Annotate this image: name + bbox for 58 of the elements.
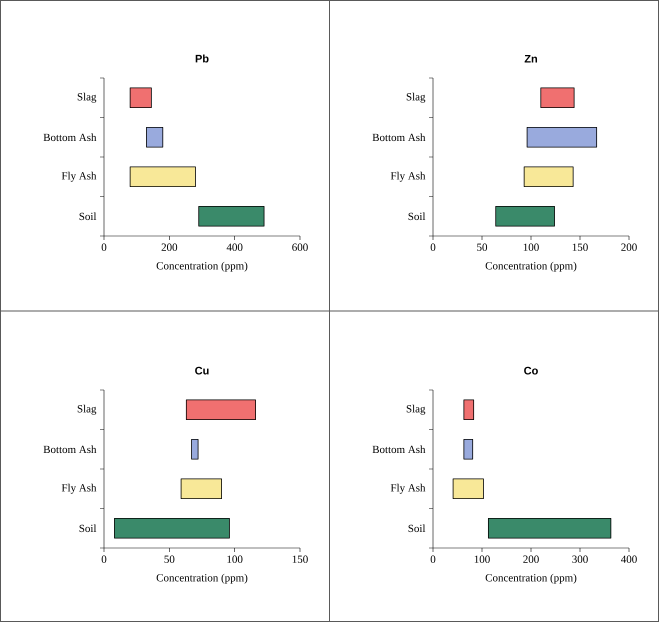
bar [198,206,264,227]
x-tick-label: 200 [523,556,539,563]
x-tick-label: 200 [162,244,178,251]
chart-title: Zn [524,54,538,62]
x-tick-label: 300 [572,556,588,563]
y-tick-label: Fly Ash [62,172,96,182]
y-tick-label: Slag [406,404,426,415]
bar [524,166,574,188]
bar [452,478,484,500]
bar [186,399,256,420]
x-axis-title: Concentration (ppm) [486,574,576,584]
x-tick-label: 50 [164,556,174,563]
bar [130,87,152,108]
chart-title: Pb [196,54,209,62]
x-tick-label: 50 [477,244,488,251]
y-tick-label: Soil [408,212,426,220]
x-tick-label: 100 [474,556,490,563]
chart-title: Co [524,366,538,375]
x-tick-label: 0 [102,244,106,251]
bar [180,478,222,500]
x-tick-label: 200 [621,244,637,251]
x-tick-label: 150 [572,244,588,251]
y-tick-label: Soil [408,524,426,532]
bar [488,518,612,539]
bar [540,87,575,108]
bar [526,126,598,148]
bar [463,399,474,420]
y-tick-label: Fly Ash [390,484,426,494]
x-tick-label: 0 [102,556,106,563]
x-tick-label: 600 [292,244,308,251]
x-tick-label: 100 [524,244,539,251]
chart-title: Cu [195,366,209,375]
bar [146,126,164,148]
x-tick-label: 0 [430,244,436,251]
bar [463,438,474,460]
x-axis-title: Concentration (ppm) [156,262,248,272]
bar [191,438,198,460]
x-tick-label: 400 [226,244,242,251]
x-tick-label: 400 [621,556,637,563]
y-tick-label: Fly Ash [62,484,96,494]
y-tick-label: Bottom Ash [372,133,426,142]
y-tick-label: Slag [78,404,96,415]
x-tick-label: 150 [292,556,308,563]
bar [114,518,230,539]
x-tick-label: 0 [430,556,436,563]
x-tick-label: 100 [227,556,242,563]
y-tick-label: Bottom Ash [44,133,96,142]
bar [130,166,196,188]
x-axis-title: Concentration (ppm) [486,262,576,272]
y-tick-label: Bottom Ash [44,445,96,454]
y-tick-label: Soil [80,212,96,220]
x-axis-title: Concentration (ppm) [156,574,248,584]
y-tick-label: Fly Ash [390,172,426,182]
y-tick-label: Slag [406,92,426,103]
y-tick-label: Bottom Ash [372,445,426,454]
bar [495,206,555,227]
y-tick-label: Slag [78,92,96,103]
y-tick-label: Soil [80,524,96,532]
